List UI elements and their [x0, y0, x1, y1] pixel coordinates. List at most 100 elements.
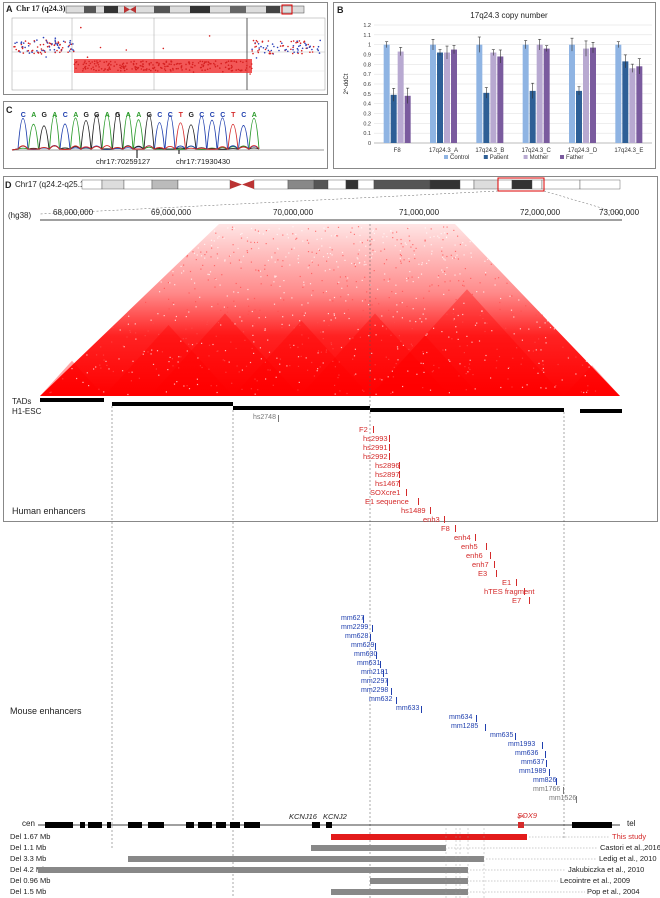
hic-speck [392, 391, 394, 393]
hic-speck [330, 342, 332, 344]
cgh-point [192, 71, 195, 73]
enhancer-tick [380, 661, 381, 668]
hic-speck [283, 299, 285, 301]
cgh-point [45, 40, 48, 42]
cgh-point [40, 48, 43, 50]
hic-speck [494, 284, 496, 286]
hic-speck [401, 302, 403, 304]
hic-speck [521, 386, 524, 388]
hic-speck [264, 328, 266, 330]
cgh-point [255, 45, 257, 48]
cgh-point [225, 61, 228, 63]
hic-speck [216, 385, 218, 387]
hic-speck [363, 264, 365, 266]
cgh-point [201, 64, 203, 66]
bar [629, 68, 636, 143]
hic-speck [408, 235, 410, 237]
hic-speck [217, 237, 219, 239]
hic-speck [406, 277, 408, 279]
hic-speck [391, 370, 393, 372]
hic-speck [188, 343, 190, 345]
array-cgh-plot [11, 4, 326, 91]
enhancer-tick [389, 453, 390, 460]
cgh-point [70, 48, 73, 50]
cgh-point [103, 69, 105, 72]
hic-speck [325, 351, 327, 353]
hic-speck [371, 304, 373, 306]
hic-speck [450, 254, 452, 256]
hic-speck [557, 363, 559, 366]
hic-speck [441, 250, 443, 252]
cgh-point [165, 61, 168, 63]
hic-speck [195, 306, 197, 308]
hic-speck [509, 295, 511, 297]
cgh-point [305, 43, 307, 46]
hic-speck [316, 370, 318, 372]
hic-speck [108, 368, 110, 370]
hic-speck [194, 288, 196, 290]
cgh-point [304, 42, 306, 45]
hic-speck [478, 340, 481, 342]
hic-speck [490, 263, 492, 265]
hic-speck [269, 369, 271, 371]
hic-speck [233, 291, 235, 293]
hic-speck [344, 259, 346, 261]
tad-bar [40, 398, 104, 402]
hic-speck [400, 262, 402, 264]
cgh-point [318, 52, 321, 54]
hic-speck [438, 367, 440, 369]
hic-speck [171, 358, 173, 360]
hic-speck [252, 334, 254, 336]
hic-speck [353, 374, 356, 376]
cgh-point [306, 47, 309, 49]
hic-speck [208, 368, 210, 370]
hic-speck [494, 278, 496, 280]
hic-speck [532, 350, 534, 352]
hic-speck [233, 300, 235, 302]
hic-speck [346, 392, 348, 395]
cgh-point [299, 44, 302, 47]
hic-speck [264, 268, 266, 270]
hic-speck [351, 262, 353, 264]
hic-speck [49, 392, 51, 394]
enhancer-label: mm627 [341, 615, 365, 622]
hic-speck [422, 362, 424, 365]
hic-speck [275, 275, 277, 277]
enhancer-label: hs2992 [363, 452, 388, 461]
cgh-point [301, 52, 303, 55]
hic-speck [448, 289, 450, 291]
cgh-point [156, 61, 159, 64]
hic-speck [207, 319, 209, 321]
hic-speck [277, 248, 279, 250]
hic-speck [242, 315, 244, 317]
hic-speck [361, 242, 363, 244]
cgh-point [312, 45, 315, 48]
hic-speck [357, 226, 360, 228]
hic-speck [396, 346, 399, 348]
hic-speck [428, 259, 430, 262]
hic-speck [474, 324, 477, 326]
hic-speck [469, 368, 471, 371]
hic-speck [307, 302, 309, 304]
bar [437, 52, 443, 143]
cgh-point [271, 43, 274, 45]
hic-speck [484, 322, 486, 324]
hic-speck [442, 271, 444, 273]
hic-speck [265, 316, 267, 318]
hic-speck [443, 258, 445, 260]
hic-speck [306, 239, 308, 241]
cgh-point [180, 62, 182, 65]
hic-speck [295, 238, 297, 240]
cgh-point [261, 41, 264, 43]
cgh-point [163, 68, 166, 70]
hic-speck [317, 368, 319, 370]
cgh-point [205, 61, 207, 63]
cgh-point [191, 63, 194, 66]
x-tick-label: 17q24.3_A [429, 148, 458, 154]
tads-label: TADs [12, 397, 32, 406]
hic-speck [444, 273, 447, 275]
hic-speck [322, 362, 324, 364]
hic-speck [393, 366, 395, 368]
deletion-reference: This study [612, 832, 647, 841]
hic-speck [297, 258, 299, 260]
